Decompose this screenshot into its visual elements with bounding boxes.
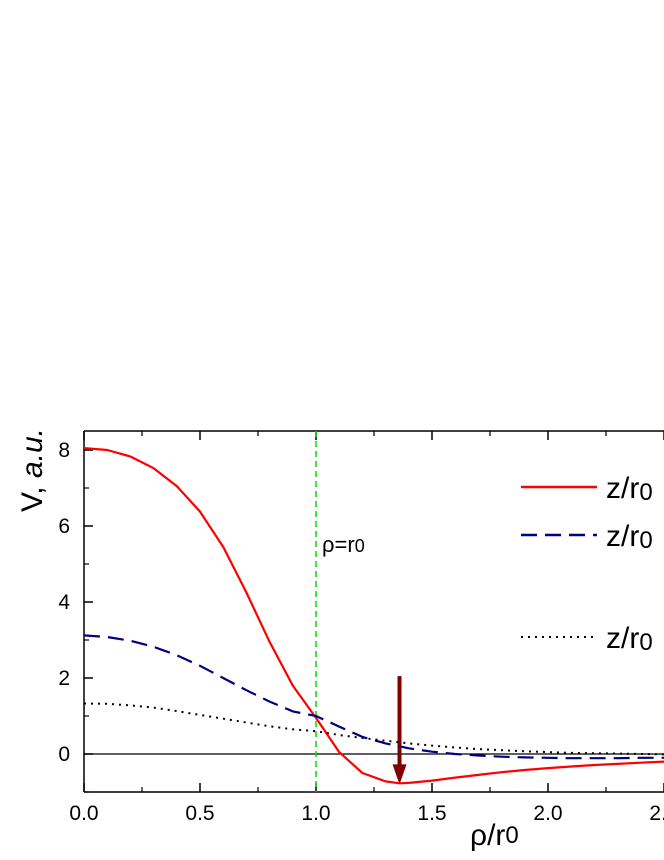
x-axis-title: ρ/r0 <box>470 819 519 852</box>
legend: z/r0 z/r0 z/r0 <box>521 472 653 656</box>
legend-label-3: z/r0 <box>606 622 653 656</box>
annotations: ρ=r0 <box>84 431 664 792</box>
y-tick-label: 4 <box>58 591 70 614</box>
x-tick-label: 2.5 <box>649 802 664 825</box>
series-line-1 <box>83 447 664 785</box>
y-tick-label: 8 <box>58 439 70 462</box>
series-line-2 <box>83 634 664 760</box>
x-tick-label: 0.5 <box>185 802 214 825</box>
series-layer <box>83 447 664 785</box>
minimum-arrow-head <box>392 764 407 785</box>
rho-equals-r0-label: ρ=r0 <box>322 532 365 557</box>
x-tick-label: 0.0 <box>69 802 98 825</box>
x-tick-label: 2.0 <box>533 802 562 825</box>
plot-frame <box>83 430 664 793</box>
legend-label-2: z/r0 <box>606 520 653 554</box>
x-tick-label: 1.0 <box>301 802 330 825</box>
y-tick-label: 6 <box>58 515 70 538</box>
legend-label-1: z/r0 <box>606 472 653 506</box>
series-line-3 <box>83 702 664 756</box>
ticks: 0.0 0.5 1.0 1.5 2.0 2.5 0 2 4 6 8 <box>58 431 664 825</box>
y-tick-label: 2 <box>58 667 70 690</box>
x-tick-label: 1.5 <box>417 802 446 825</box>
y-axis-title: V, a.u. <box>16 428 49 512</box>
y-tick-label: 0 <box>58 743 70 766</box>
